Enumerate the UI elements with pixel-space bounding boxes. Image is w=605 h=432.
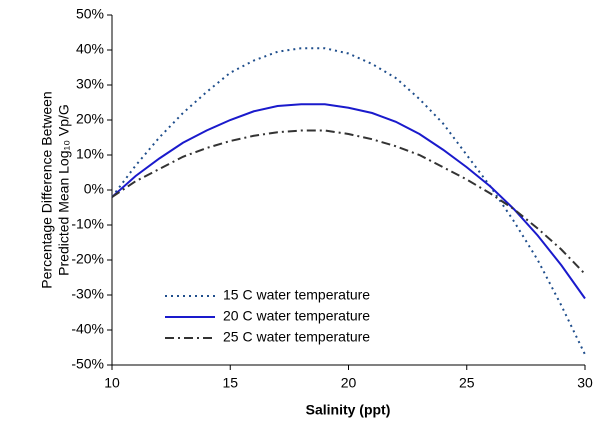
x-tick-label: 30 [577, 375, 593, 391]
x-tick-label: 10 [104, 375, 120, 391]
series-line [111, 129, 586, 275]
x-axis-label: Salinity (ppt) [306, 402, 391, 418]
x-tick-label: 15 [222, 375, 238, 391]
x-tick-label: 20 [341, 375, 357, 391]
legend-label: 20 C water temperature [223, 308, 370, 324]
y-axis-label: Predicted Mean Log₁₀ Vp/G [56, 104, 72, 276]
legend-label: 15 C water temperature [223, 287, 370, 303]
y-axis-label: Percentage Difference Between [39, 91, 55, 288]
y-tick-label: 40% [76, 41, 104, 57]
y-tick-label: 0% [84, 181, 104, 197]
series-line [111, 103, 586, 300]
y-tick-label: -30% [71, 286, 104, 302]
legend-label: 25 C water temperature [223, 329, 370, 345]
y-tick-label: -10% [71, 216, 104, 232]
y-tick-label: 20% [76, 111, 104, 127]
series-line [111, 47, 586, 355]
y-tick-label: 10% [76, 146, 104, 162]
y-tick-label: -40% [71, 321, 104, 337]
y-tick-label: -20% [71, 251, 104, 267]
x-tick-label: 25 [459, 375, 475, 391]
y-tick-label: 50% [76, 6, 104, 22]
y-tick-label: -50% [71, 356, 104, 372]
y-tick-label: 30% [76, 76, 104, 92]
